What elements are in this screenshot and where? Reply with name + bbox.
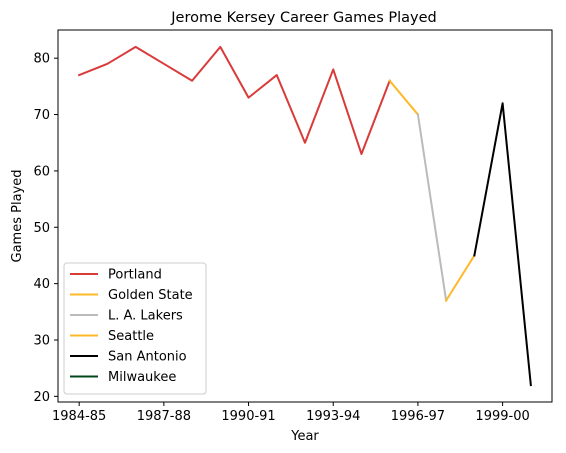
legend-box (63, 262, 207, 395)
x-tick-label: 1987-88 (137, 409, 191, 424)
y-tick-label: 70 (33, 108, 50, 123)
y-tick-label: 40 (33, 277, 50, 292)
chart-title: Jerome Kersey Career Games Played (170, 10, 436, 26)
series-line-l-a-lakers (416, 113, 448, 302)
legend-label-l-a-lakers: L. A. Lakers (108, 309, 183, 324)
x-tick-label: 1996-97 (391, 409, 445, 424)
x-tick-label: 1993-94 (306, 409, 360, 424)
legend-label-seattle: Seattle (108, 329, 154, 344)
series-line-seattle (444, 254, 476, 302)
legend-label-milwaukee: Milwaukee (108, 370, 176, 385)
x-axis-label: Year (290, 429, 319, 444)
y-tick-label: 80 (33, 52, 50, 67)
series-line-golden-state (388, 79, 420, 116)
x-axis: 1984-85 1987-88 1990-91 1993-94 1996-97 1999-… (52, 402, 530, 424)
x-tick-label: 1990-91 (221, 409, 275, 424)
legend-label-portland: Portland (108, 268, 162, 283)
y-tick-label: 50 (33, 221, 50, 236)
y-tick-label: 30 (33, 334, 50, 349)
legend-label-san-antonio: San Antonio (108, 350, 187, 365)
y-tick-label: 20 (33, 390, 50, 405)
plot-lines (77, 45, 532, 387)
series-line-portland (77, 45, 391, 155)
y-tick-label: 60 (33, 164, 50, 179)
x-tick-label: 1984-85 (52, 409, 106, 424)
y-axis: 20 30 40 50 60 70 80 (33, 52, 58, 405)
plot-frame (57, 29, 553, 403)
legend-label-golden-state: Golden State (108, 288, 193, 303)
y-axis-label: Games Played (10, 170, 25, 263)
x-tick-label: 1999-00 (475, 409, 529, 424)
series-line-san-antonio (473, 102, 532, 387)
legend: Portland Golden State L. A. Lakers Seattle S… (63, 262, 207, 395)
